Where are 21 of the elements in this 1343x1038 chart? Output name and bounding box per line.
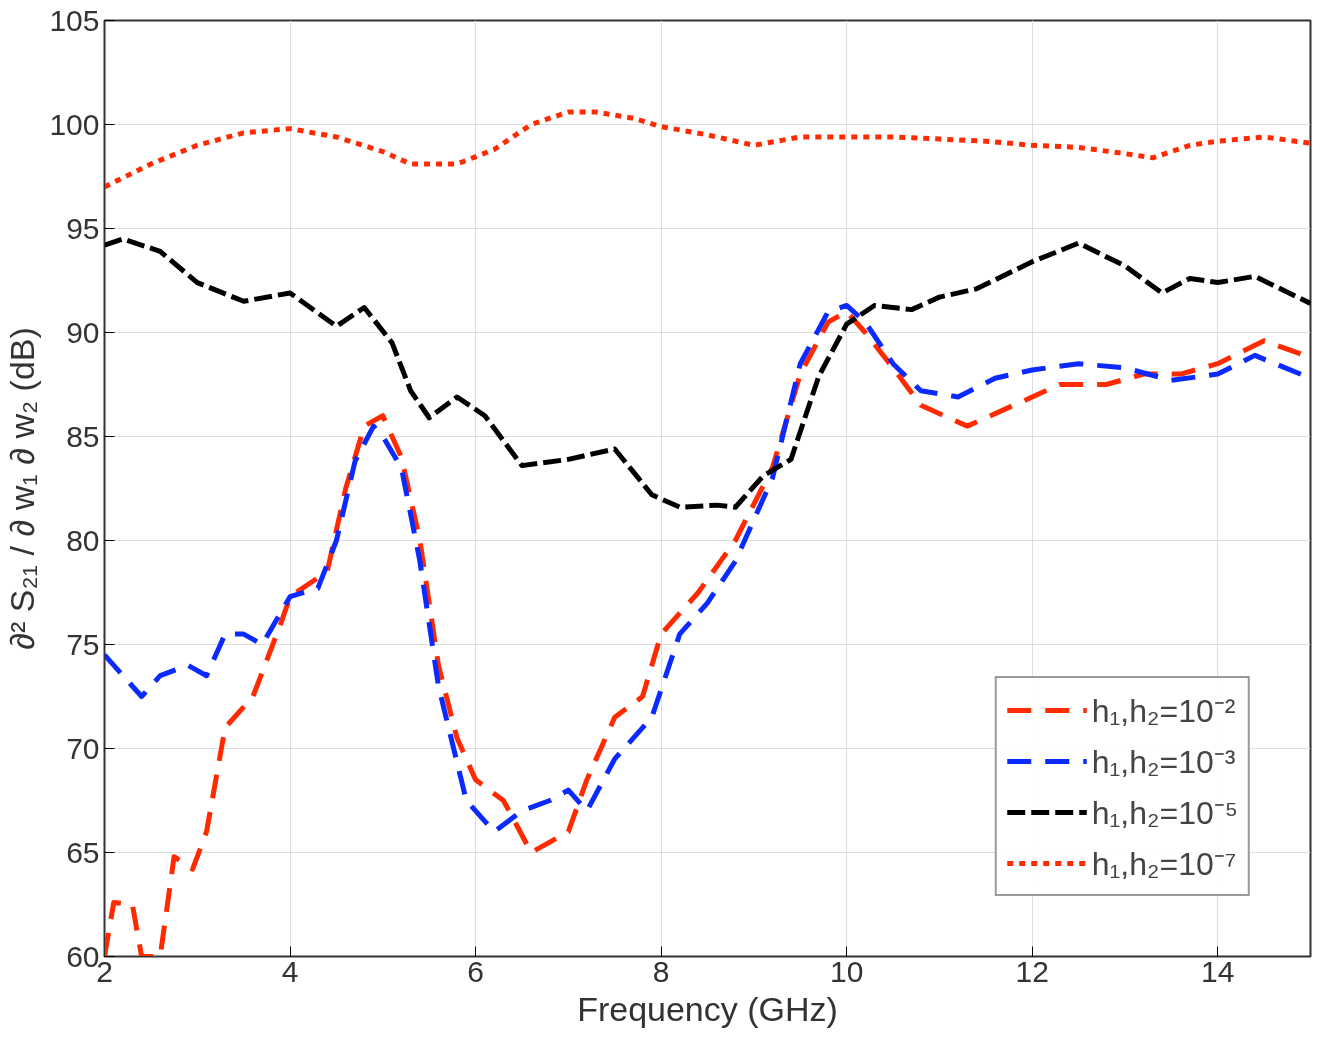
x-tick-label: 6 (467, 954, 484, 988)
y-tick-label: 105 (49, 3, 100, 37)
y-axis-title: ∂² S₂₁ / ∂ w₁ ∂ w₂ (dB) (3, 327, 42, 650)
y-tick-label: 85 (66, 419, 100, 453)
x-tick-label: 8 (652, 954, 670, 988)
y-tick-label: 65 (66, 835, 100, 869)
y-tick-label: 75 (66, 627, 100, 661)
legend-label: h₁,h₂=10⁻⁵ (1091, 794, 1238, 833)
legend-label: h₁,h₂=10⁻⁷ (1091, 845, 1237, 884)
y-tick-label: 70 (66, 731, 100, 765)
y-tick-label: 80 (66, 523, 100, 557)
x-axis-title: Frequency (GHz) (577, 989, 838, 1028)
y-tick-label: 100 (49, 107, 100, 141)
y-tick-label: 95 (66, 211, 100, 245)
legend-label: h₁,h₂=10⁻³ (1091, 743, 1236, 782)
x-tick-label: 10 (829, 954, 864, 988)
legend-label: h₁,h₂=10⁻² (1091, 692, 1236, 731)
x-tick-label: 14 (1201, 954, 1235, 988)
x-tick-label: 12 (1015, 954, 1049, 988)
y-tick-label: 90 (66, 315, 100, 349)
x-tick-label: 4 (281, 954, 299, 988)
